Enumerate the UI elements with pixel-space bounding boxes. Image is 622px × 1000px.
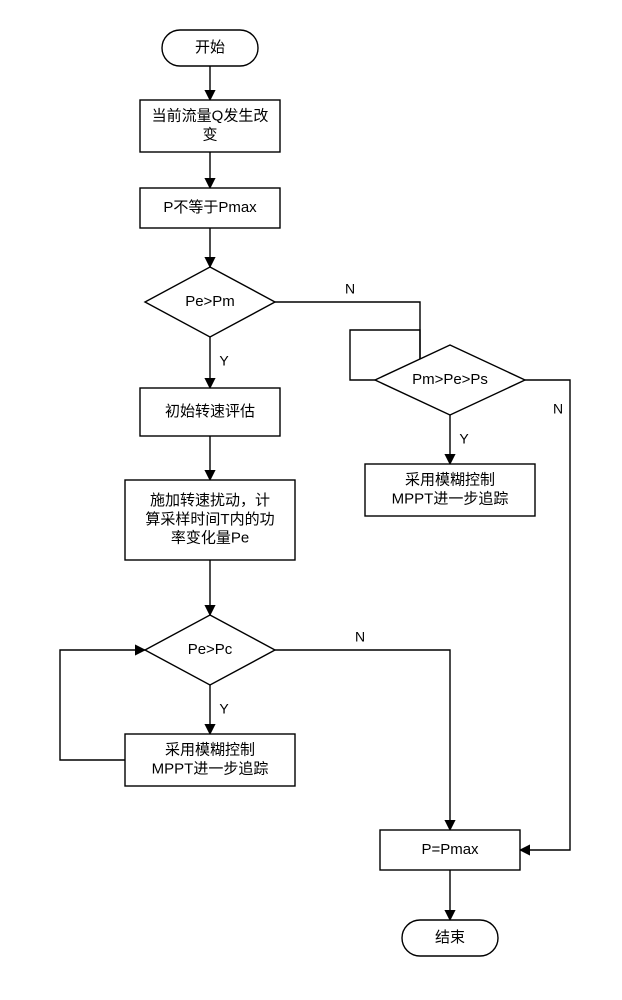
node-text: P不等于Pmax (163, 198, 257, 216)
node-text: 采用模糊控制 (405, 472, 495, 489)
node-text: Pe>Pm (185, 293, 235, 310)
node-text: 当前流量Q发生改 (152, 108, 269, 125)
node-text: Pm>Pe>Ps (412, 371, 488, 388)
node-text: 算采样时间T内的功 (145, 510, 274, 528)
edge-label: N (345, 281, 355, 297)
edge-label: N (553, 401, 563, 417)
node-text: P=Pmax (421, 841, 479, 858)
node-text: 开始 (195, 39, 225, 56)
node-text: 变 (202, 126, 217, 143)
node-text: 初始转速评估 (165, 403, 255, 420)
node-text: Pe>Pc (188, 641, 233, 658)
edge-label: Y (459, 431, 469, 447)
flow-edge (520, 380, 570, 850)
node-text: 率变化量Pe (171, 530, 249, 547)
node-text: 采用模糊控制 (165, 742, 255, 759)
node-text: 结束 (435, 929, 465, 946)
edge-label: N (355, 629, 365, 645)
edge-label: Y (219, 701, 229, 717)
flow-edge (275, 650, 450, 830)
node-text: MPPT进一步追踪 (152, 760, 269, 777)
edge-label: Y (219, 353, 229, 369)
node-text: MPPT进一步追踪 (392, 490, 509, 507)
node-text: 施加转速扰动，计 (150, 492, 270, 509)
